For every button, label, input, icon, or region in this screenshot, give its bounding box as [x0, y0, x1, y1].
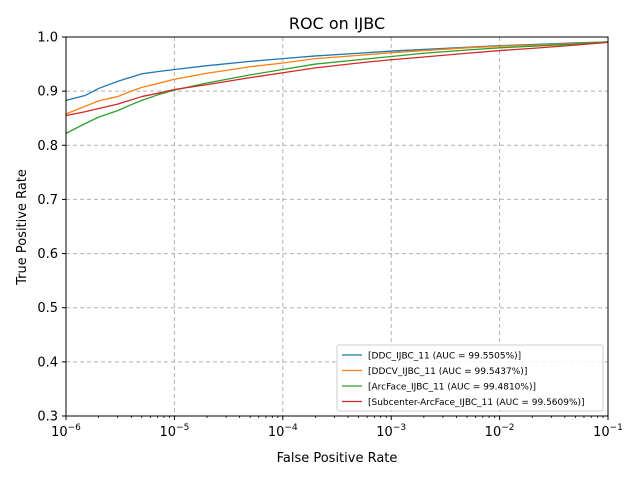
- x-tick-label: 10−4: [268, 423, 298, 440]
- series-line-2: [65, 41, 609, 115]
- y-axis-label: True Positive Rate: [15, 169, 30, 286]
- y-tick-label: 0.5: [37, 301, 58, 316]
- series-lines: [65, 41, 609, 134]
- y-tick-label: 1.0: [37, 31, 58, 46]
- plot-frame: [65, 36, 609, 417]
- legend-entry-label: [DDCV_IJBC_11 (AUC = 99.5437%)]: [368, 367, 527, 377]
- x-tick-label: 10−1: [593, 423, 623, 440]
- legend-entry-label: [Subcenter-ArcFace_IJBC_11 (AUC = 99.560…: [368, 398, 585, 408]
- series-line-3: [65, 41, 609, 134]
- y-tick-label: 0.6: [37, 247, 58, 262]
- y-tick-label: 0.8: [37, 139, 58, 154]
- x-tick-label: 10−5: [159, 423, 189, 440]
- legend-box: [336, 344, 604, 412]
- x-tick-label: 10−3: [376, 423, 406, 440]
- x-tick-label: 10−6: [51, 423, 81, 440]
- x-tick-label: 10−2: [485, 423, 515, 440]
- x-axis-label: False Positive Rate: [277, 451, 398, 466]
- y-tick-label: 0.7: [37, 193, 58, 208]
- legend-entry-label: [ArcFace_IJBC_11 (AUC = 99.4810%)]: [368, 383, 536, 393]
- y-tick-label: 0.9: [37, 85, 58, 100]
- y-tick-label: 0.3: [37, 410, 58, 425]
- chart-title: ROC on IJBC: [289, 14, 385, 33]
- series-line-4: [65, 41, 609, 117]
- y-tick-label: 0.4: [37, 355, 58, 370]
- axis-ticks: 10−6 10−5 10−4 10−3 10−2 10−1 0.3 0.4 0.5 0.6 0.7 0…: [37, 31, 623, 441]
- legend-entry-label: [DDC_IJBC_11 (AUC = 99.5505%)]: [368, 352, 521, 362]
- legend: [DDC_IJBC_11 (AUC = 99.5505%)] [DDCV_IJBC…: [336, 344, 604, 412]
- grid: [66, 37, 608, 416]
